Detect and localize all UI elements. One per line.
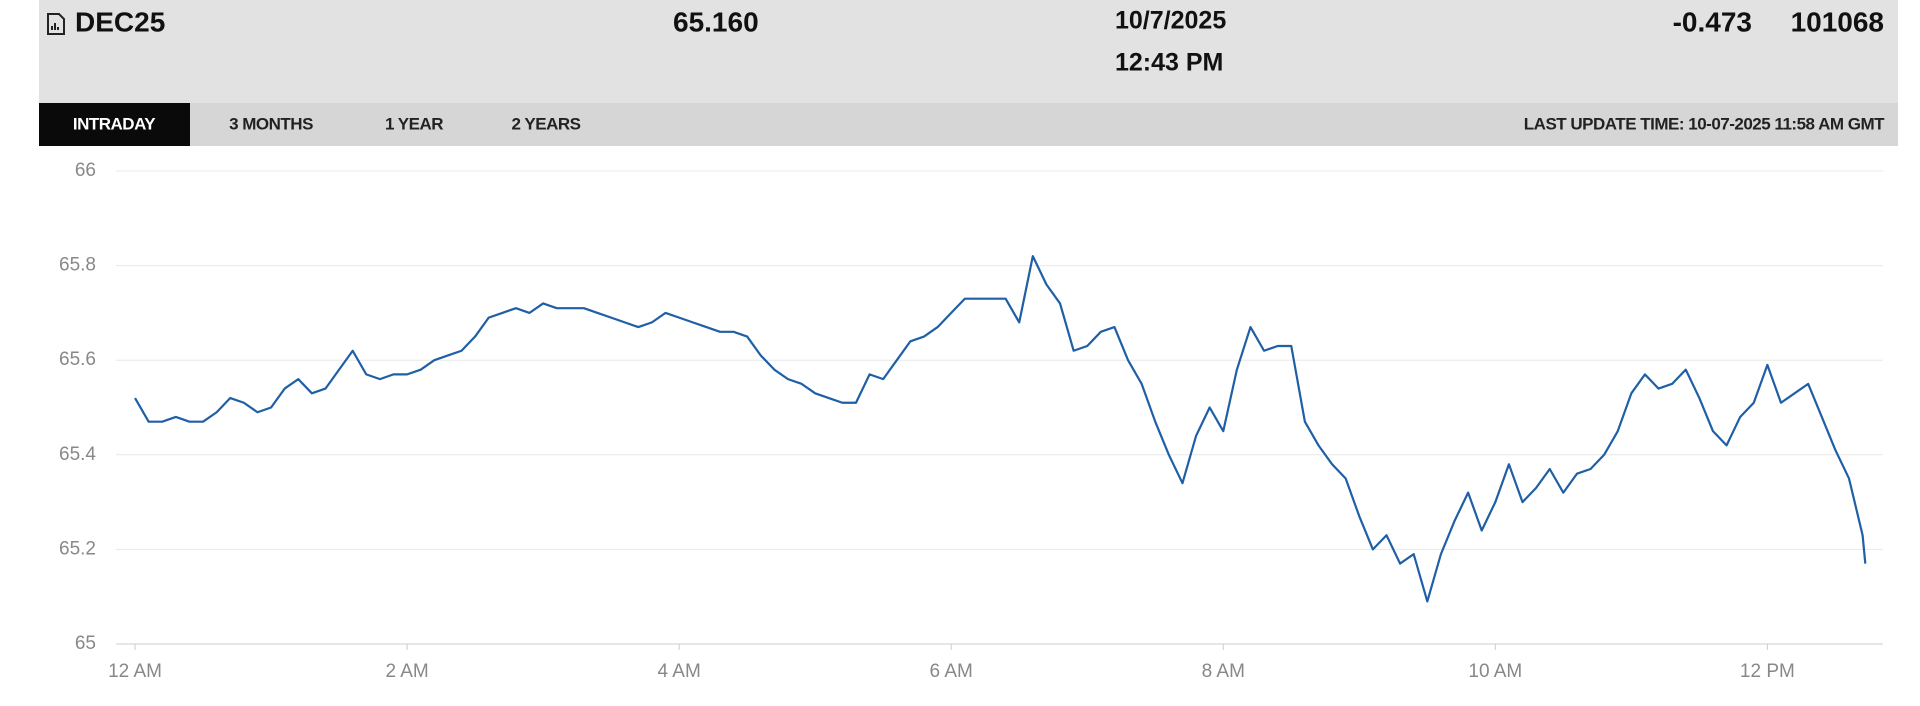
tab[interactable]: 3 MONTHS: [229, 114, 314, 133]
y-tick-label: 65.6: [59, 349, 96, 370]
y-tick-label: 65.8: [59, 255, 96, 276]
last-update: LAST UPDATE TIME: 10-07-2025 11:58 AM GM…: [1524, 114, 1885, 133]
symbol-icon: [47, 13, 65, 35]
x-tick-label: 8 AM: [1202, 661, 1245, 682]
y-tick-label: 65.2: [59, 538, 96, 559]
x-tick-label: 10 AM: [1468, 661, 1522, 682]
tab[interactable]: 1 YEAR: [385, 114, 444, 133]
date: 10/7/2025: [1115, 7, 1226, 35]
change: -0.473: [1673, 6, 1752, 37]
y-tick-label: 65.4: [59, 444, 96, 465]
header-bar: [39, 0, 1898, 103]
price-line: [134, 255, 1867, 603]
x-tick-label: 2 AM: [385, 661, 428, 682]
tab[interactable]: 2 YEARS: [512, 114, 582, 133]
x-tick-label: 6 AM: [930, 661, 973, 682]
y-tick-label: 65: [75, 633, 96, 654]
tab-bar: [39, 103, 1898, 146]
x-tick-label: 12 AM: [108, 661, 162, 682]
last-price: 65.160: [673, 6, 759, 37]
time: 12:43 PM: [1115, 49, 1223, 77]
y-tick-label: 66: [75, 160, 96, 181]
active-tab-bg: [39, 103, 190, 146]
tab[interactable]: INTRADAY: [73, 114, 157, 133]
symbol: DEC25: [75, 6, 165, 37]
volume: 101068: [1791, 6, 1884, 37]
x-tick-label: 4 AM: [657, 661, 700, 682]
x-tick-label: 12 PM: [1740, 661, 1795, 682]
